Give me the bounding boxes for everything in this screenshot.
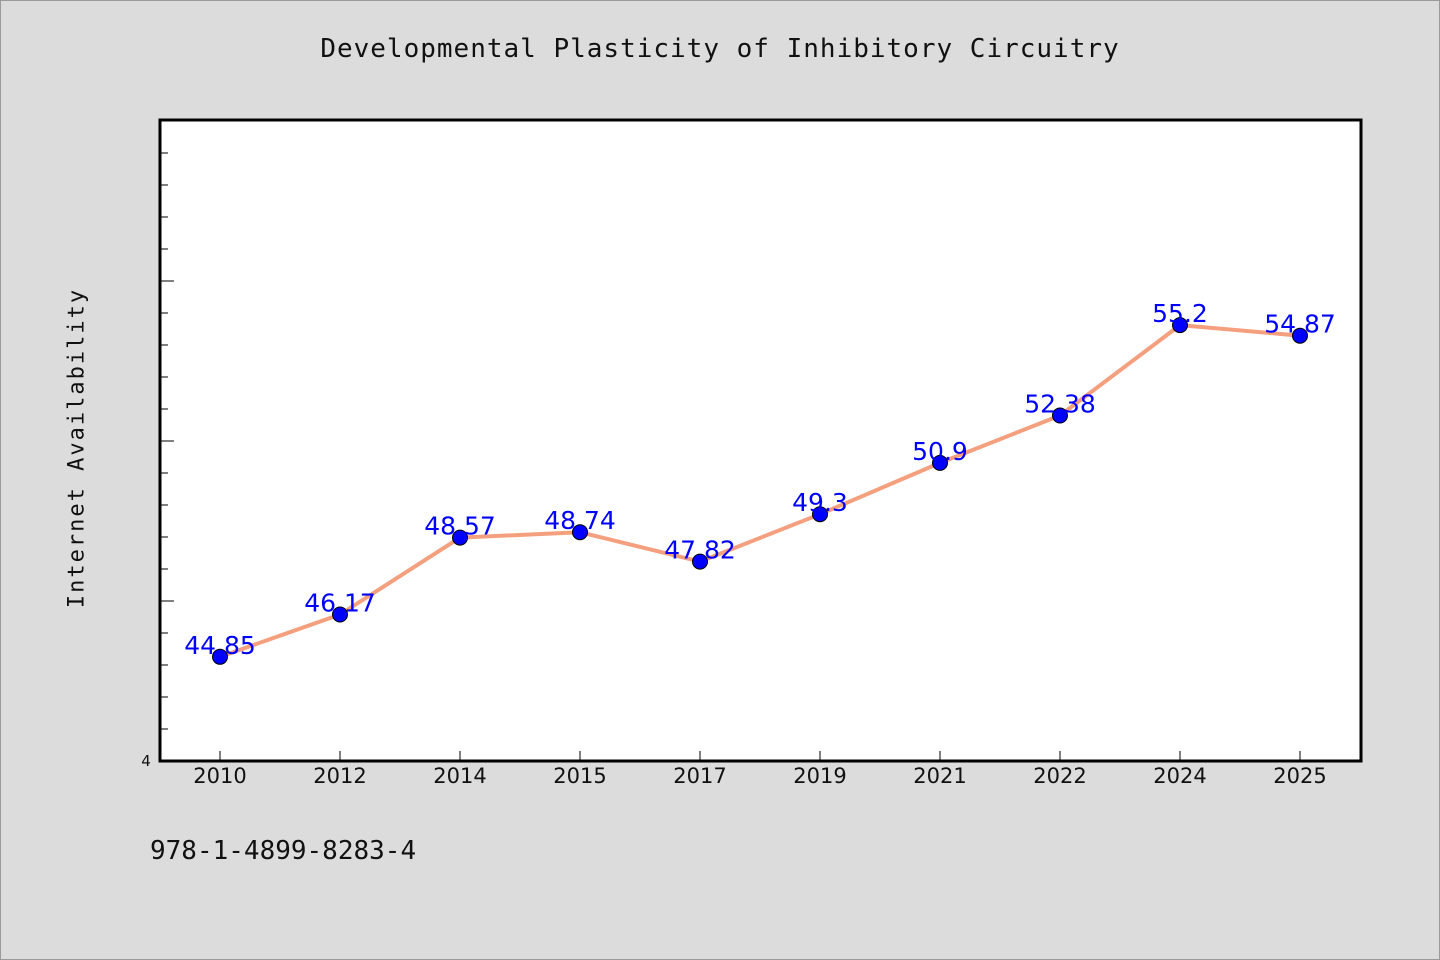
data-label: 49.3: [792, 488, 848, 517]
x-tick-label: 2014: [433, 764, 486, 788]
data-label: 50.9: [912, 437, 968, 466]
plot-area: [158, 118, 1363, 763]
data-label: 55.2: [1152, 299, 1208, 328]
x-tick-label: 2015: [553, 764, 606, 788]
data-point: [1292, 327, 1308, 344]
data-point: [332, 606, 348, 623]
y-tick-label: 4: [141, 752, 151, 770]
data-point: [932, 454, 948, 471]
data-label: 54.87: [1264, 310, 1336, 339]
data-label: 44.85: [184, 631, 256, 660]
x-axis-ticks: 2010 2012 2014 2015 2017 2019 2021 2022 2024 2025: [193, 751, 1327, 788]
data-label: 47.82: [664, 536, 736, 565]
chart-title: Developmental Plasticity of Inhibitory C…: [320, 34, 1120, 64]
data-label: 48.57: [424, 512, 496, 541]
data-label: 52.38: [1024, 390, 1096, 419]
x-tick-label: 2022: [1033, 764, 1086, 788]
data-markers: [212, 317, 1308, 665]
x-tick-label: 2017: [673, 764, 726, 788]
series-line: [219, 323, 1301, 659]
data-point: [692, 553, 708, 570]
footer-code: 978-1-4899-8283-4: [150, 836, 417, 866]
data-point: [452, 529, 468, 546]
data-point: [212, 648, 228, 665]
x-tick-label: 2012: [313, 764, 366, 788]
x-tick-label: 2025: [1273, 764, 1326, 788]
data-point: [572, 524, 588, 541]
y-axis-ticks: 4: [141, 152, 174, 770]
data-point: [812, 506, 828, 523]
data-label: 46.17: [304, 589, 376, 618]
data-point: [1172, 317, 1188, 334]
x-tick-label: 2024: [1153, 764, 1206, 788]
x-tick-label: 2019: [793, 764, 846, 788]
data-point: [1052, 407, 1068, 424]
data-labels: 44.85 46.17 48.57 48.74 47.82 49.3 50.9 52.38 55…: [184, 299, 1336, 660]
x-tick-label: 2010: [193, 764, 246, 788]
data-label: 48.74: [544, 506, 616, 535]
series-line-group: [219, 323, 1301, 659]
x-tick-label: 2021: [913, 764, 966, 788]
